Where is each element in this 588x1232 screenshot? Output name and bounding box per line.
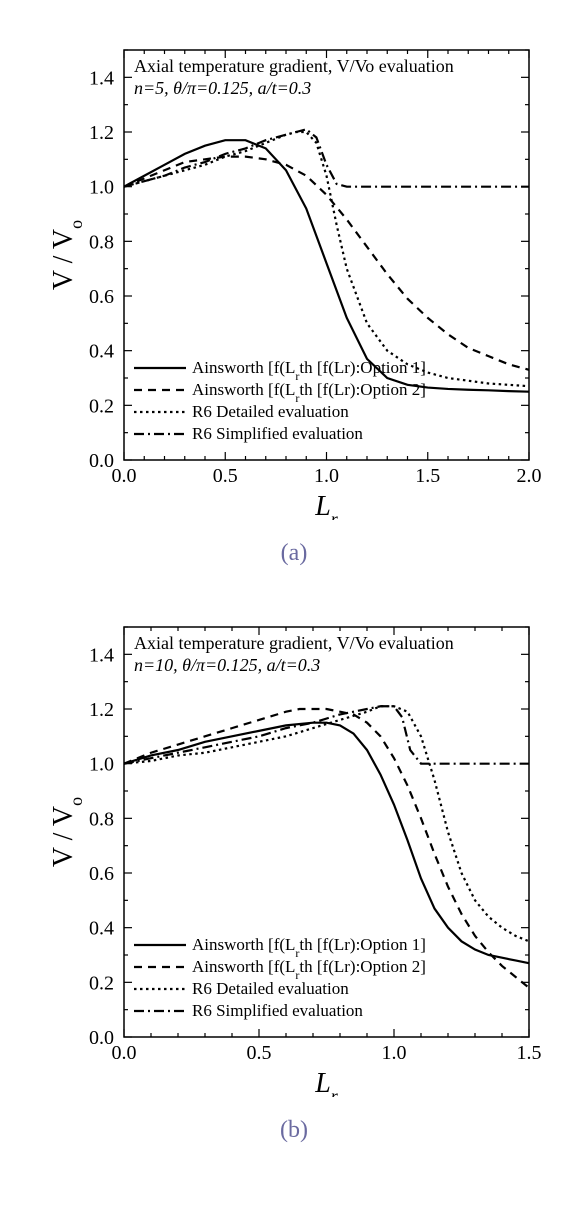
series-3 — [124, 129, 529, 186]
y-tick-label: 1.4 — [89, 67, 114, 89]
y-tick-label: 0.0 — [89, 450, 114, 472]
y-tick-label: 0.4 — [89, 341, 114, 363]
y-tick-label: 0.6 — [89, 286, 114, 308]
chart-panel-0: 0.0 0.5 1.0 1.5 2.0 0.0 0.2 0.4 0.6 0.8 1.0 1.2 1.4 A… — [44, 20, 544, 520]
panel-title-2: n=5, θ/π=0.125, a/t=0.3 — [134, 78, 311, 98]
y-tick-label: 1.2 — [89, 122, 114, 144]
chart-svg: 0.0 0.5 1.0 1.5 0.0 0.2 0.4 0.6 0.8 1.0 1.2 1.4 Axia… — [44, 597, 544, 1097]
series-2 — [124, 706, 529, 941]
y-tick-label: 1.4 — [89, 644, 114, 666]
y-tick-label: 0.8 — [89, 808, 114, 830]
y-tick-label: 1.2 — [89, 699, 114, 721]
y-tick-label: 0.2 — [89, 395, 114, 417]
legend-label-2: R6 Detailed evaluation — [192, 402, 349, 421]
chart-svg: 0.0 0.5 1.0 1.5 2.0 0.0 0.2 0.4 0.6 0.8 1.0 1.2 1.4 A… — [44, 20, 544, 520]
x-tick-label: 1.0 — [382, 1042, 407, 1064]
series-0 — [124, 723, 529, 964]
panel-title-2: n=10, θ/π=0.125, a/t=0.3 — [134, 655, 320, 675]
x-tick-label: 1.5 — [517, 1042, 542, 1064]
y-tick-label: 0.4 — [89, 918, 114, 940]
y-tick-label: 0.0 — [89, 1027, 114, 1049]
x-tick-label: 1.0 — [314, 465, 339, 487]
legend-label-3: R6 Simplified evaluation — [192, 424, 363, 443]
y-tick-label: 1.0 — [89, 754, 114, 776]
panel-title-1: Axial temperature gradient, V/Vo evaluat… — [134, 56, 454, 76]
x-tick-label: 0.0 — [112, 465, 137, 487]
y-axis-title: V / Vo — [48, 797, 86, 867]
x-tick-label: 0.0 — [112, 1042, 137, 1064]
x-tick-label: 1.5 — [415, 465, 440, 487]
series-2 — [124, 132, 529, 386]
y-tick-label: 0.6 — [89, 863, 114, 885]
panel-sublabel-0: (a) — [20, 540, 568, 567]
legend-label-3: R6 Simplified evaluation — [192, 1001, 363, 1020]
y-axis-title: V / Vo — [48, 220, 86, 290]
x-tick-label: 2.0 — [517, 465, 542, 487]
y-tick-label: 0.2 — [89, 972, 114, 994]
panel-title-1: Axial temperature gradient, V/Vo evaluat… — [134, 633, 454, 653]
x-axis-title: Lr — [314, 1068, 339, 1097]
y-tick-label: 0.8 — [89, 231, 114, 253]
y-tick-label: 1.0 — [89, 177, 114, 199]
panel-sublabel-1: (b) — [20, 1117, 568, 1144]
legend-label-2: R6 Detailed evaluation — [192, 979, 349, 998]
x-tick-label: 0.5 — [213, 465, 238, 487]
chart-panel-1: 0.0 0.5 1.0 1.5 0.0 0.2 0.4 0.6 0.8 1.0 1.2 1.4 Axia… — [44, 597, 544, 1097]
x-axis-title: Lr — [314, 491, 339, 520]
x-tick-label: 0.5 — [247, 1042, 272, 1064]
